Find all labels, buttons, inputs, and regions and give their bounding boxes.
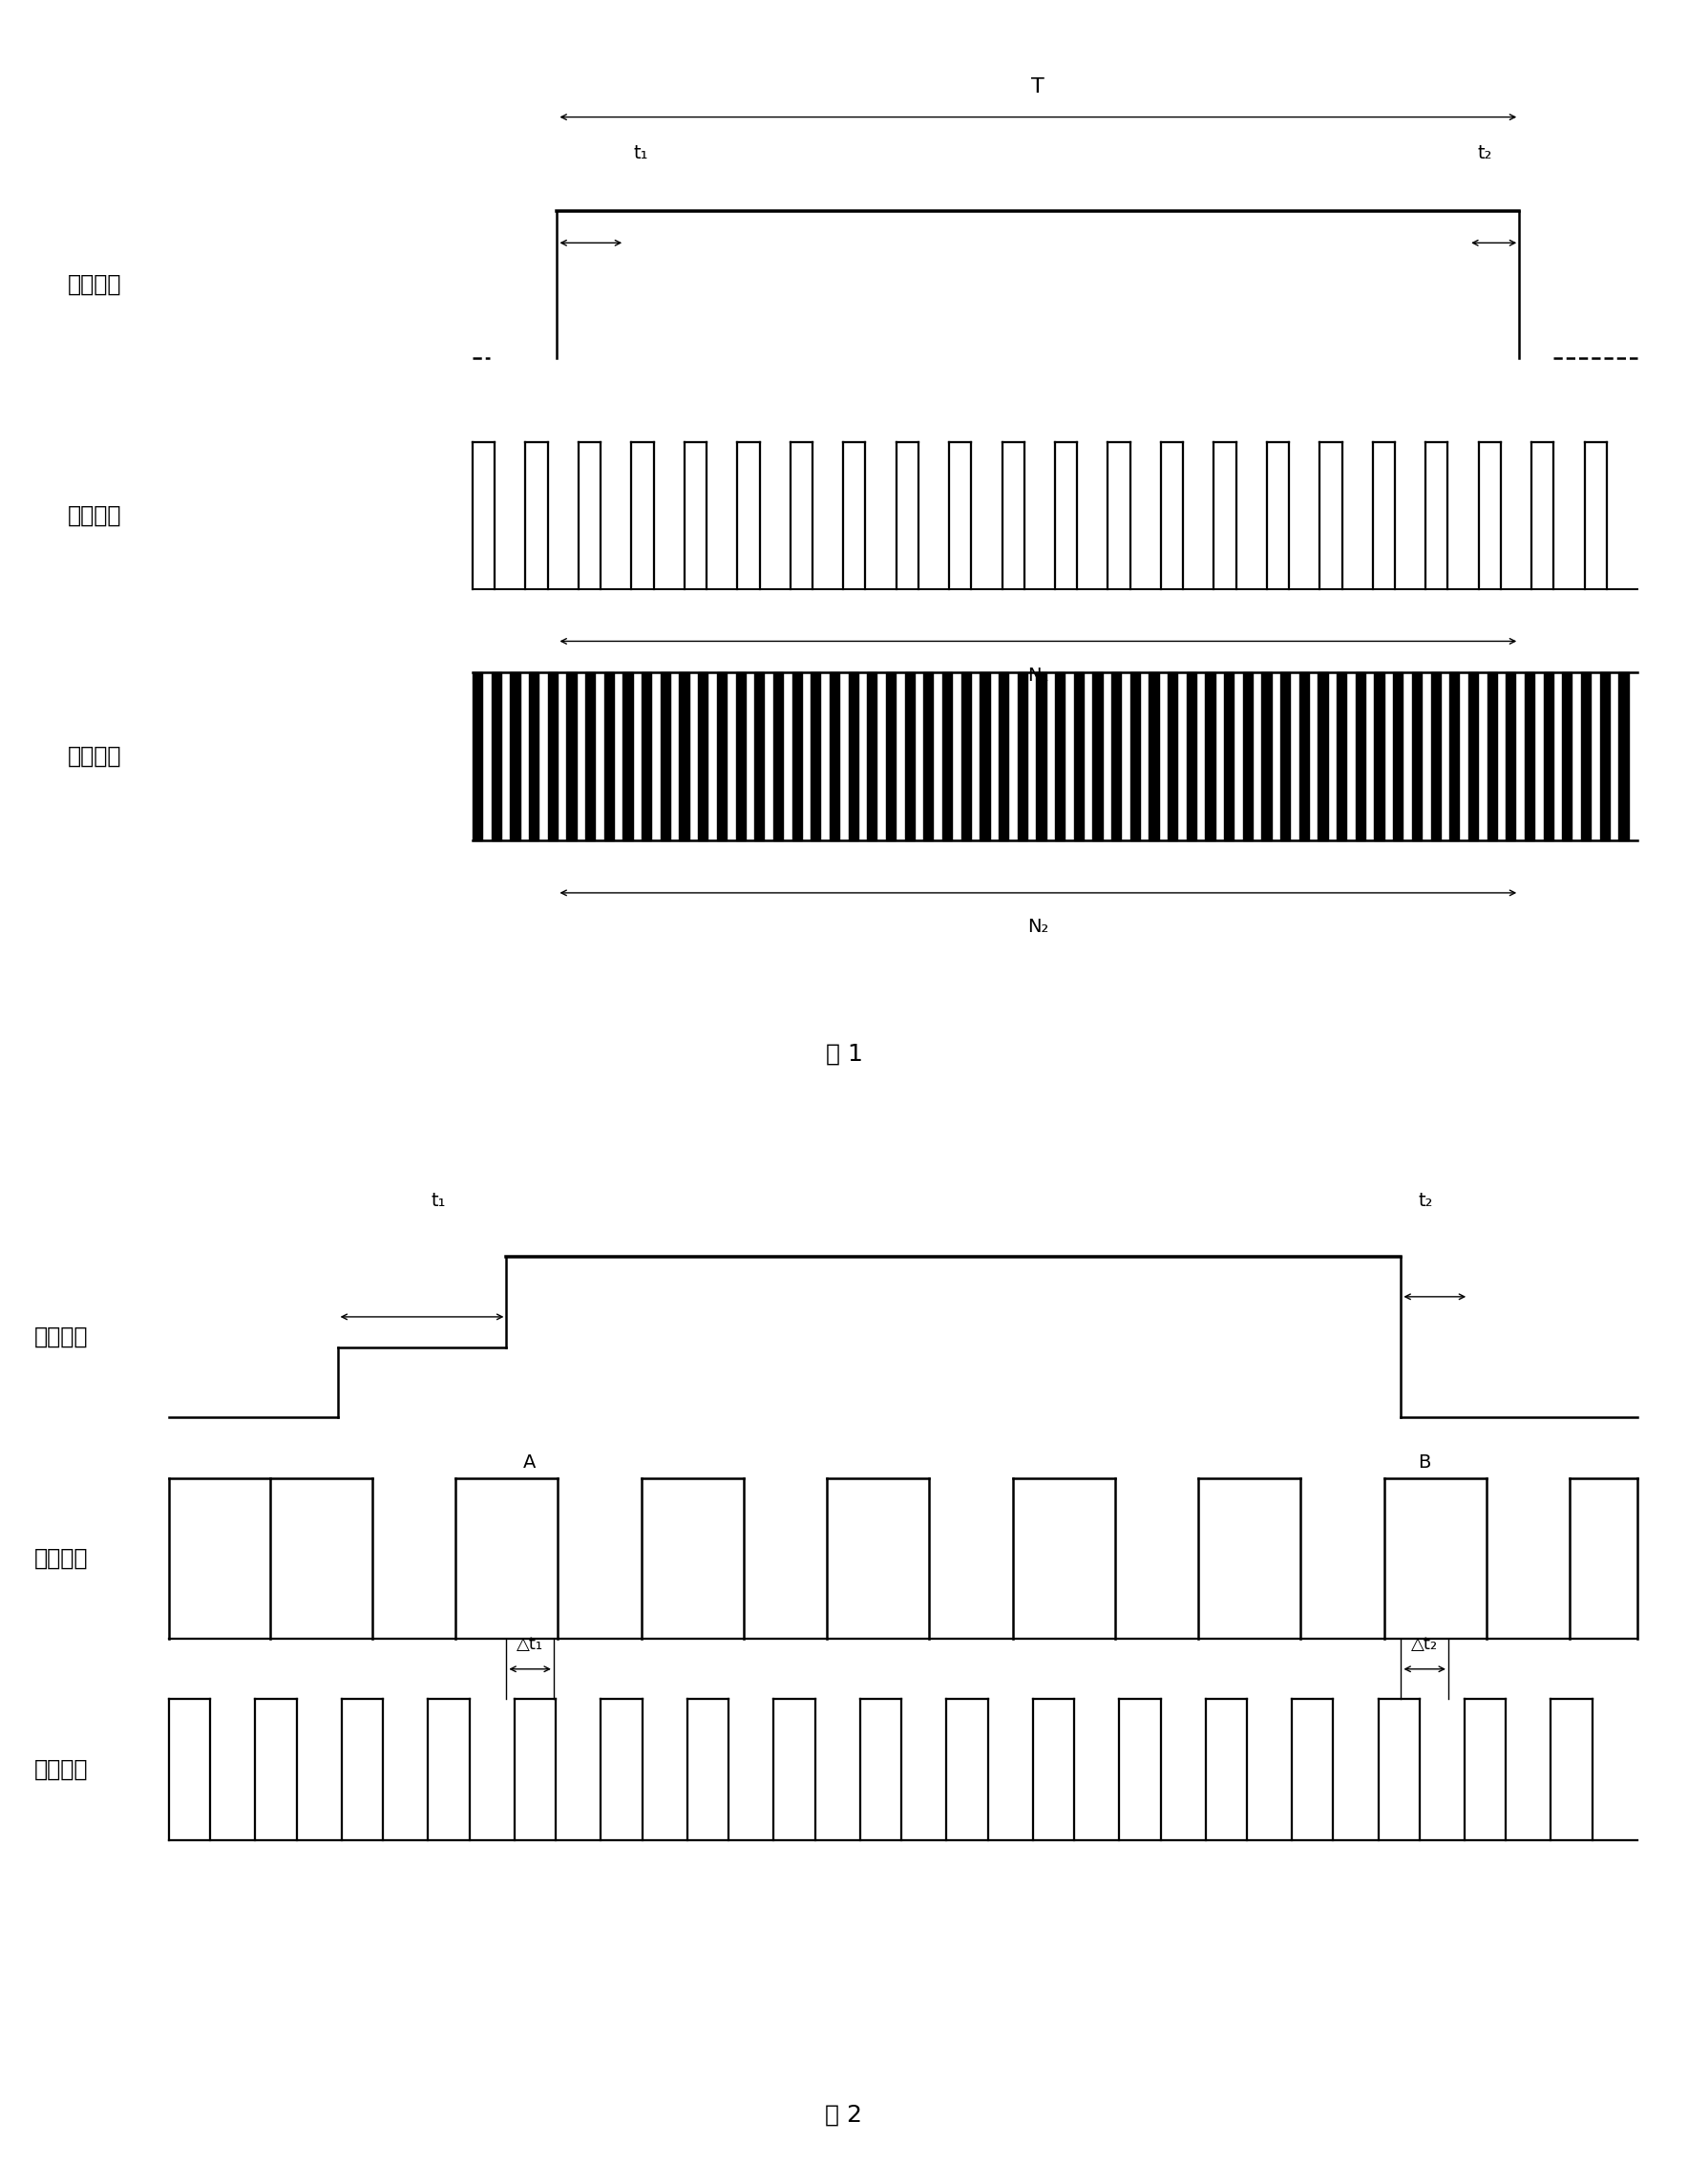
Text: △t₂: △t₂ [1411, 1636, 1438, 1653]
Text: A: A [523, 1455, 537, 1472]
Text: T: T [1031, 76, 1045, 96]
Text: 图 2: 图 2 [825, 2103, 863, 2127]
Text: 闸门信号: 闸门信号 [34, 1326, 88, 1348]
Text: 图 1: 图 1 [825, 1042, 863, 1066]
Text: t₂: t₂ [1477, 144, 1492, 164]
Text: t₂: t₂ [1418, 1192, 1433, 1210]
Text: 被测信号: 被测信号 [68, 505, 122, 526]
Text: B: B [1418, 1455, 1431, 1472]
Text: N₂: N₂ [1028, 917, 1048, 937]
Text: 参考时基: 参考时基 [34, 1758, 88, 1782]
Text: 参考时基: 参考时基 [68, 745, 122, 769]
Text: t₁: t₁ [432, 1192, 446, 1210]
Text: 闸门信号: 闸门信号 [68, 273, 122, 297]
Text: △t₁: △t₁ [517, 1636, 544, 1653]
Text: 被测信号: 被测信号 [34, 1546, 88, 1570]
Text: t₁: t₁ [633, 144, 648, 164]
Text: N₁: N₁ [1028, 666, 1048, 684]
